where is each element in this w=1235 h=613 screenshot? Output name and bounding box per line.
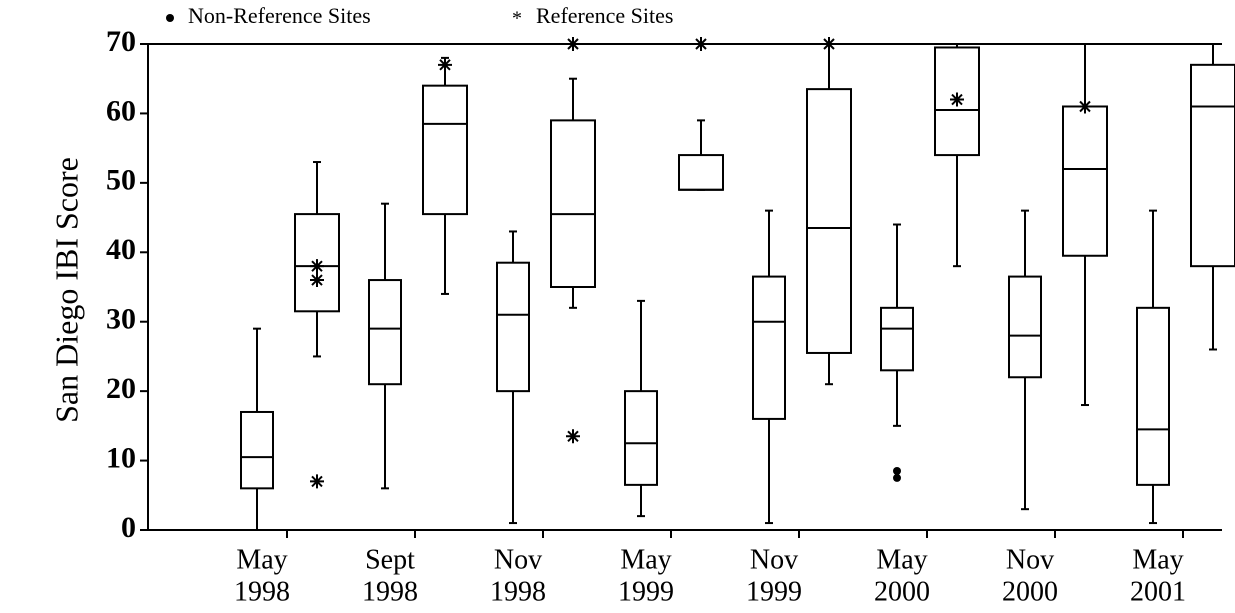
x-tick-label: 1999 [746, 576, 802, 607]
box [240, 410, 274, 490]
x-tick-label: May [620, 544, 671, 575]
outlier [893, 473, 901, 482]
outlier [310, 273, 324, 288]
x-tick-label: Nov [750, 544, 798, 575]
x-tick-label: Sept [365, 544, 415, 575]
y-tick-label: 40 [106, 233, 136, 266]
box [496, 261, 530, 393]
legend-label: Non-Reference Sites [188, 3, 371, 28]
box [1062, 105, 1108, 257]
legend-marker [166, 14, 174, 22]
y-tick-label: 60 [106, 94, 136, 127]
x-tick-label: 2000 [874, 576, 930, 607]
x-tick-label: 2001 [1130, 576, 1186, 607]
box [624, 390, 658, 486]
x-tick-label: May [236, 544, 287, 575]
x-tick-label: May [1132, 544, 1183, 575]
box [422, 84, 468, 216]
legend-marker: * [512, 8, 522, 30]
box [752, 275, 786, 420]
box [1008, 275, 1042, 379]
y-tick-label: 0 [121, 511, 136, 544]
box [806, 88, 852, 354]
x-tick-label: Nov [494, 544, 542, 575]
x-tick-label: 2000 [1002, 576, 1058, 607]
x-tick-label: 1998 [234, 576, 290, 607]
x-tick-label: 1999 [618, 576, 674, 607]
box [368, 279, 402, 386]
outlier [566, 429, 580, 444]
x-tick-label: Nov [1006, 544, 1054, 575]
outlier [950, 92, 964, 107]
legend-item: Non-Reference Sites [166, 3, 371, 28]
y-tick-label: 70 [106, 25, 136, 58]
legend-label: Reference Sites [536, 3, 673, 28]
box [1136, 306, 1170, 486]
box [550, 119, 596, 288]
outlier [1078, 99, 1092, 114]
outlier [310, 259, 324, 274]
y-tick-label: 50 [106, 164, 136, 197]
outlier [694, 37, 708, 51]
outlier [310, 474, 324, 489]
box [678, 154, 724, 191]
outlier [893, 466, 901, 475]
outlier [438, 57, 452, 72]
box [880, 306, 914, 372]
outlier [822, 37, 836, 51]
x-tick-label: 1998 [362, 576, 418, 607]
y-tick-label: 10 [106, 441, 136, 474]
x-tick-label: May [876, 544, 927, 575]
box [1190, 63, 1235, 268]
y-tick-label: 30 [106, 303, 136, 336]
y-axis-label: San Diego IBI Score [48, 157, 84, 423]
legend-item: * Reference Sites [512, 3, 673, 30]
outlier [566, 37, 580, 51]
x-tick-label: 1998 [490, 576, 546, 607]
y-tick-label: 20 [106, 372, 136, 405]
